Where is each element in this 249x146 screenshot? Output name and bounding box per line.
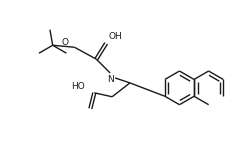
Text: OH: OH (108, 32, 122, 41)
Text: HO: HO (71, 82, 84, 91)
Text: N: N (107, 75, 114, 84)
Text: O: O (61, 38, 68, 47)
